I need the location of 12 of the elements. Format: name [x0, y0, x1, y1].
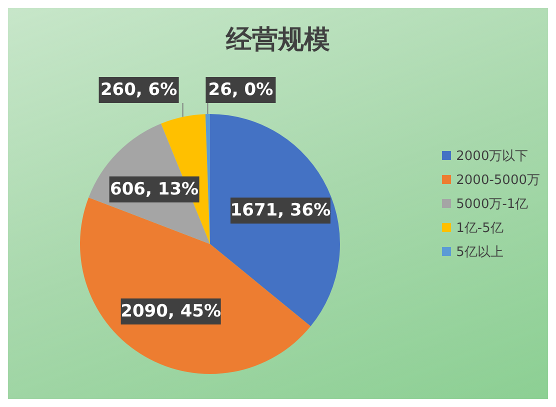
- legend-label: 5亿以上: [456, 244, 504, 260]
- pie-slice: [161, 114, 210, 244]
- data-label: 2090, 45%: [120, 301, 222, 322]
- legend-label: 1亿-5亿: [456, 220, 504, 236]
- data-label: 1671, 36%: [230, 200, 331, 221]
- chart-title: 经营规模: [224, 24, 331, 57]
- data-label: 260, 6%: [100, 80, 178, 100]
- data-label: 606, 13%: [110, 179, 199, 200]
- legend-label: 5000万-1亿: [456, 196, 528, 212]
- legend-label: 2000万以下: [456, 148, 528, 164]
- data-label: 26, 0%: [208, 80, 274, 100]
- legend-label: 2000-5000万: [456, 172, 540, 188]
